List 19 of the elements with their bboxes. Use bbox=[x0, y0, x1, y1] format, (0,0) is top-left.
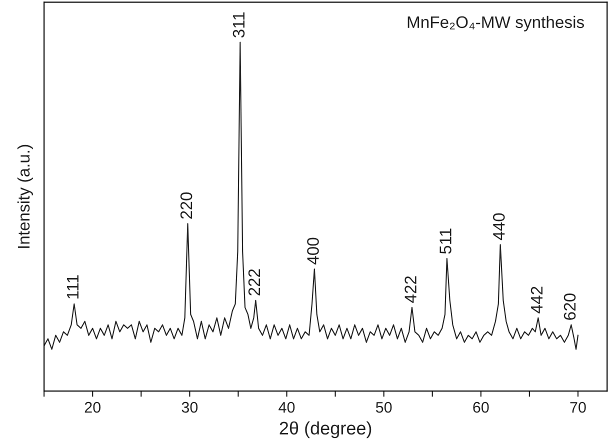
annotation: 440 bbox=[492, 213, 505, 240]
x-tick-label: 60 bbox=[473, 402, 489, 413]
annotation: 311 bbox=[232, 12, 245, 38]
annotation: 422 bbox=[404, 276, 416, 303]
annotation: 400 bbox=[307, 238, 319, 264]
y-axis-title: Intensity (a.u.) bbox=[17, 144, 33, 248]
x-axis-title: 2θ (degree) bbox=[280, 421, 372, 438]
x-tick-label: 40 bbox=[278, 402, 295, 413]
x-tick-label: 20 bbox=[84, 402, 100, 413]
annotation: 511 bbox=[440, 228, 452, 254]
x-tick-label: 70 bbox=[570, 402, 586, 413]
text: MnFe₂O₄-MW synthesis bbox=[408, 16, 584, 32]
annotation: 220 bbox=[180, 192, 192, 219]
annotation: 620 bbox=[564, 294, 576, 320]
annotation: 222 bbox=[248, 269, 260, 296]
x-tick-label: 30 bbox=[182, 402, 198, 413]
x-tick-label: 50 bbox=[376, 402, 392, 413]
annotation: 111 bbox=[67, 275, 78, 298]
annotation: 442 bbox=[530, 286, 542, 314]
